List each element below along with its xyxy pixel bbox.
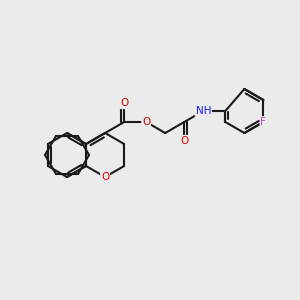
Text: O: O xyxy=(101,172,109,182)
Text: F: F xyxy=(260,117,266,127)
Text: O: O xyxy=(142,117,150,127)
Text: O: O xyxy=(180,136,188,146)
Text: NH: NH xyxy=(196,106,211,116)
Text: O: O xyxy=(120,98,128,108)
